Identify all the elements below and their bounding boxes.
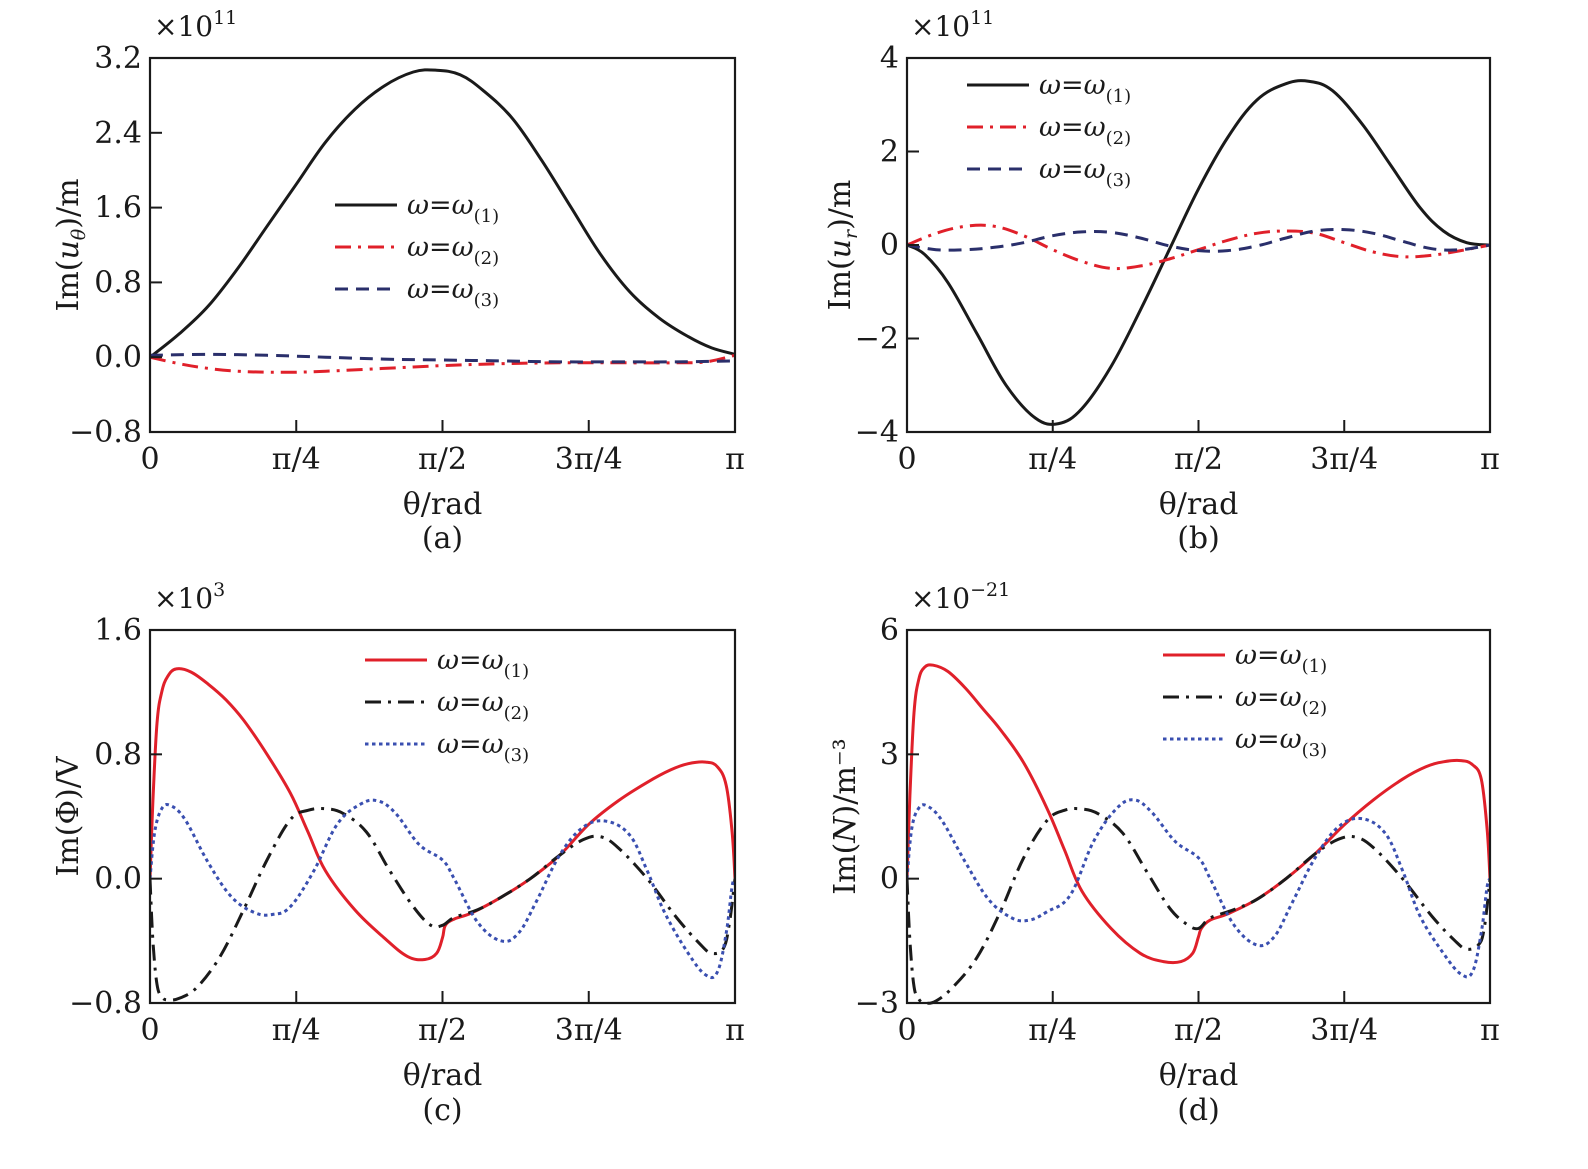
x-tick-label: 0	[897, 442, 916, 477]
legend-a: ω=ω(1) ω=ω(2) ω=ω(3)	[335, 190, 499, 311]
legend-entry-1: ω=ω(1)	[407, 190, 499, 227]
legend-entry-3: ω=ω(3)	[437, 729, 529, 766]
series-line-a-2	[150, 353, 735, 374]
y-tick-label: 0.0	[94, 862, 142, 897]
x-axis-title: θ/rad	[1159, 487, 1239, 522]
series-line-c-2	[150, 806, 735, 1002]
x-tick-label: π/2	[418, 1013, 467, 1048]
y-tick-label: 1.6	[94, 613, 142, 648]
panel-b: 0 π/4 π/2 3π/4 π −4 −2 0 2 4 ×1011 θ/rad Im(ur)/m (b)…	[823, 7, 1500, 556]
legend-d: ω=ω(1) ω=ω(2) ω=ω(3)	[1163, 640, 1327, 761]
x-tick-label: 0	[140, 1013, 159, 1048]
legend-entry-2: ω=ω(2)	[437, 687, 529, 724]
y-tick-label: −2	[855, 322, 899, 357]
plot-frame-d	[905, 628, 1492, 1005]
legend-entry-3: ω=ω(3)	[1235, 724, 1327, 761]
legend-entry-1: ω=ω(1)	[1235, 640, 1327, 677]
y-tick-label: 6	[880, 613, 899, 648]
legend-entry-1: ω=ω(1)	[437, 645, 529, 682]
series-line-b-3	[907, 227, 1490, 253]
y-axis-title: Im(uθ)/m	[51, 178, 90, 311]
series-line-d-3	[907, 798, 1490, 979]
x-tick-label: π/4	[1028, 1013, 1077, 1048]
series-line-c-1	[150, 667, 735, 962]
legend-entry-2: ω=ω(2)	[1039, 112, 1131, 149]
y-axis-title: Im(ur)/m	[823, 180, 862, 311]
x-tick-label: 3π/4	[555, 442, 623, 477]
x-tick-label: 0	[897, 1013, 916, 1048]
legend-b: ω=ω(1) ω=ω(2) ω=ω(3)	[967, 70, 1131, 191]
panel-label: (c)	[422, 1093, 462, 1128]
legend-entry-2: ω=ω(2)	[407, 232, 499, 269]
series-line-b-1	[907, 79, 1490, 426]
series-line-d-2	[907, 807, 1490, 1005]
legend-entry-2: ω=ω(2)	[1235, 682, 1327, 719]
series-line-d-1	[907, 663, 1490, 965]
legend-c: ω=ω(1) ω=ω(2) ω=ω(3)	[365, 645, 529, 766]
x-tick-label: π/2	[1174, 1013, 1223, 1048]
axis-multiplier: ×10−21	[911, 579, 1010, 615]
x-tick-label: π	[725, 442, 745, 477]
y-axis-title: Im(N)/m⁻³	[828, 738, 863, 894]
x-tick-label: π	[725, 1013, 745, 1048]
legend-entry-3: ω=ω(3)	[1039, 154, 1131, 191]
panel-c: 0 π/4 π/2 3π/4 π −0.8 0.0 0.8 1.6 ×103 θ/rad Im(Φ)/…	[51, 579, 745, 1128]
x-tick-label: π/2	[1174, 442, 1223, 477]
y-tick-label: 4	[880, 41, 899, 76]
axis-multiplier: ×1011	[154, 7, 237, 43]
axis-multiplier: ×103	[154, 579, 225, 615]
y-tick-label: −0.8	[69, 986, 142, 1021]
plot-frame-c	[148, 628, 737, 1005]
x-axis-title: θ/rad	[1159, 1058, 1239, 1093]
y-tick-label: 0.0	[94, 340, 142, 375]
series-line-a-1	[150, 68, 735, 359]
legend-entry-1: ω=ω(1)	[1039, 70, 1131, 107]
x-tick-label: 3π/4	[1310, 442, 1378, 477]
y-tick-label: −4	[855, 415, 899, 450]
x-axis-title: θ/rad	[403, 1058, 483, 1093]
y-tick-label: 0	[880, 228, 899, 263]
panel-a: 0 π/4 π/2 3π/4 π −0.8 0.0 0.8 1.6 2.4 3.2 ×1011 θ/ra…	[51, 7, 745, 556]
x-tick-label: 0	[140, 442, 159, 477]
x-tick-label: π/2	[418, 442, 467, 477]
y-tick-label: 3.2	[94, 41, 142, 76]
y-axis-title: Im(Φ)/V	[51, 755, 86, 876]
y-tick-label: −3	[855, 986, 899, 1021]
x-tick-label: 3π/4	[555, 1013, 623, 1048]
x-tick-label: π/4	[272, 442, 321, 477]
series-line-a-3	[150, 352, 735, 364]
y-tick-label: 0.8	[94, 265, 142, 300]
y-tick-label: 0.8	[94, 737, 142, 772]
series-line-c-3	[150, 798, 735, 980]
axis-multiplier: ×1011	[911, 7, 994, 43]
x-tick-label: π	[1480, 1013, 1500, 1048]
x-tick-label: 3π/4	[1310, 1013, 1378, 1048]
x-axis-title: θ/rad	[403, 487, 483, 522]
y-tick-label: 3	[880, 737, 899, 772]
x-tick-label: π/4	[272, 1013, 321, 1048]
panel-label: (a)	[422, 521, 463, 556]
plot-frame-b	[905, 56, 1492, 434]
panel-label: (b)	[1177, 521, 1220, 556]
x-tick-label: π	[1480, 442, 1500, 477]
panel-label: (d)	[1177, 1093, 1220, 1128]
y-tick-label: 1.6	[94, 191, 142, 226]
panel-d: 0 π/4 π/2 3π/4 π−3036×10−21θ/radIm(N)/m⁻³(d)…	[828, 579, 1500, 1128]
y-tick-label: −0.8	[69, 415, 142, 450]
y-tick-label: 2	[880, 135, 899, 170]
y-tick-label: 2.4	[94, 116, 142, 151]
y-tick-label: 0	[880, 862, 899, 897]
x-tick-label: π/4	[1028, 442, 1077, 477]
legend-entry-3: ω=ω(3)	[407, 274, 499, 311]
